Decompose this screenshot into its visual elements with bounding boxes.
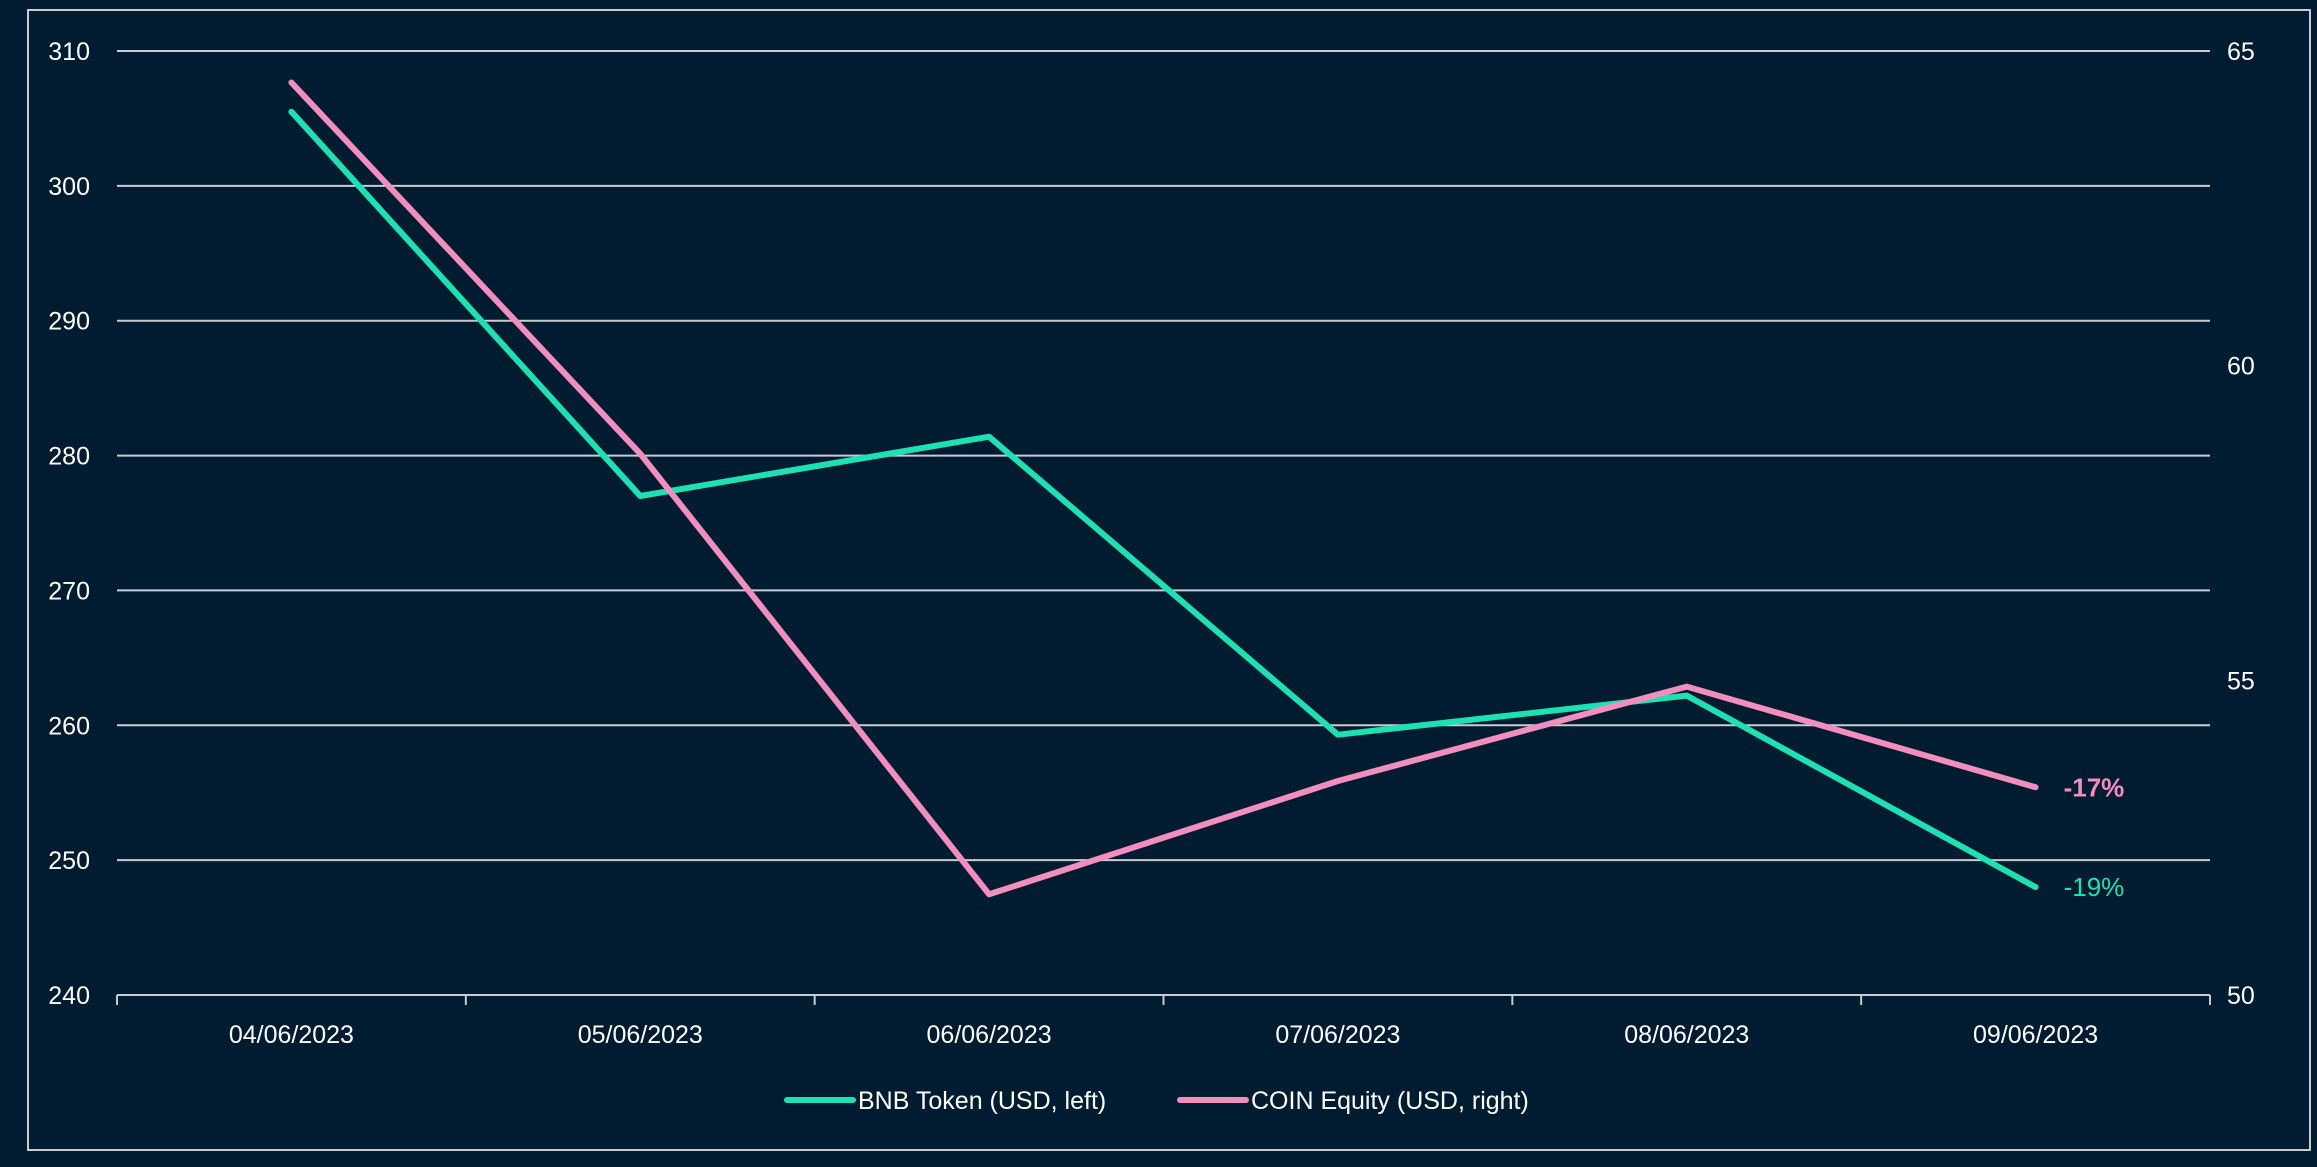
- right-tick-label: 50: [2227, 982, 2255, 1010]
- left-tick-label: 260: [48, 712, 90, 740]
- chart-frame: [27, 9, 2311, 1151]
- series-group: -19% -17%: [288, 79, 2125, 902]
- right-tick-label: 55: [2227, 667, 2255, 695]
- legend-label: COIN Equity (USD, right): [1251, 1087, 1529, 1115]
- left-tick-label: 270: [48, 577, 90, 605]
- series-line-1: [288, 108, 2039, 891]
- legend: BNB Token (USD, left) COIN Equity (USD, r…: [784, 1087, 1529, 1115]
- left-tick-label: 290: [48, 308, 90, 336]
- left-tick-label: 310: [48, 38, 90, 66]
- x-tick-label: 09/06/2023: [1973, 1021, 2098, 1049]
- x-axis: 04/06/2023 05/06/2023 06/06/2023 07/06/2023…: [116, 994, 2211, 1049]
- series-end-label: -19%: [2064, 872, 2125, 902]
- right-tick-label: 65: [2227, 38, 2255, 66]
- x-tick-label: 08/06/2023: [1624, 1021, 1749, 1049]
- x-tick-label: 07/06/2023: [1275, 1021, 1400, 1049]
- legend-label: BNB Token (USD, left): [858, 1087, 1106, 1115]
- series-line-2: [288, 79, 2039, 898]
- right-tick-label: 60: [2227, 353, 2255, 381]
- left-tick-label: 280: [48, 443, 90, 471]
- x-tick-label: 06/06/2023: [927, 1021, 1052, 1049]
- gridlines: [117, 50, 2210, 862]
- series-end-label: -17%: [2064, 772, 2125, 802]
- left-tick-label: 300: [48, 173, 90, 201]
- left-tick-label: 240: [48, 982, 90, 1010]
- left-axis: 240 250 260 270 280 290 300 310: [48, 38, 90, 1010]
- left-tick-label: 250: [48, 847, 90, 875]
- x-tick-label: 05/06/2023: [578, 1021, 703, 1049]
- right-axis: 50 55 60 65: [2227, 38, 2255, 1010]
- x-tick-label: 04/06/2023: [229, 1021, 354, 1049]
